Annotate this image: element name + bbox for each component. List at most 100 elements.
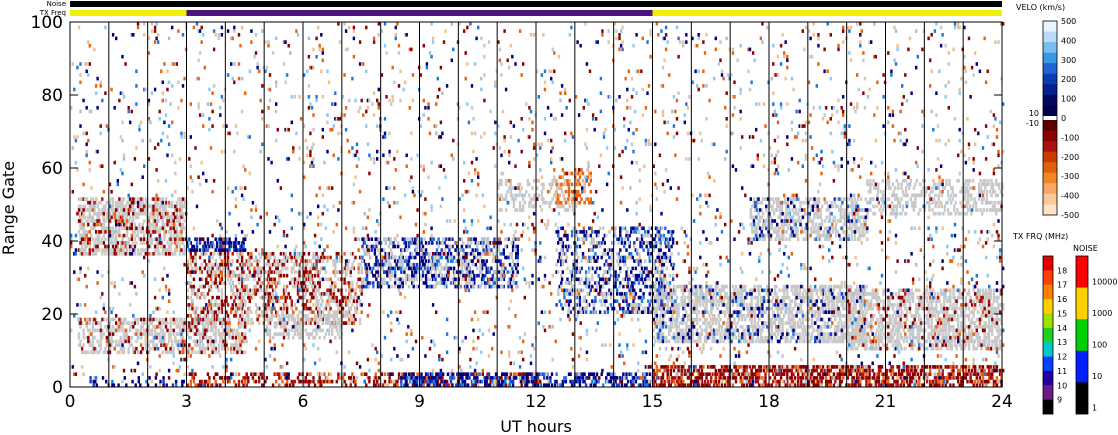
data-cell (351, 252, 354, 256)
data-cell (409, 266, 412, 271)
data-cell (784, 335, 787, 340)
data-cell (617, 273, 620, 278)
data-cell (630, 310, 633, 314)
data-cell (537, 193, 540, 198)
data-cell (702, 292, 705, 296)
data-cell (560, 204, 564, 209)
data-cell (731, 284, 735, 289)
data-cell (606, 248, 610, 252)
data-cell (282, 303, 286, 307)
data-cell (94, 237, 98, 241)
data-cell (588, 259, 591, 263)
data-cell (158, 335, 161, 340)
data-cell (178, 222, 182, 227)
data-cell (93, 219, 96, 223)
data-cell (362, 284, 366, 289)
data-cell (671, 241, 675, 245)
data-cell (790, 314, 794, 318)
data-cell (166, 211, 169, 216)
data-cell (734, 325, 738, 329)
data-cell (700, 310, 704, 314)
data-cell (298, 325, 301, 329)
data-cell (801, 292, 804, 296)
data-cell (175, 332, 178, 336)
data-cell (725, 284, 728, 289)
data-cell (195, 292, 199, 296)
data-cell (354, 255, 357, 260)
data-cell (700, 295, 704, 300)
data-cell (152, 215, 155, 220)
data-cell (545, 200, 548, 205)
data-cell (174, 252, 177, 256)
data-cell (104, 208, 107, 212)
data-cell (312, 295, 315, 300)
data-cell (189, 241, 192, 245)
data-cell (167, 244, 171, 249)
data-cell (602, 226, 605, 231)
data-cell (490, 277, 493, 282)
data-cell (304, 314, 307, 318)
data-cell (572, 226, 575, 231)
data-cell (657, 281, 661, 285)
data-cell (180, 233, 183, 238)
data-cell (166, 321, 169, 325)
data-cell (200, 284, 203, 289)
data-cell (256, 281, 259, 285)
data-cell (581, 171, 585, 176)
data-cell (528, 204, 531, 209)
data-cell (654, 241, 658, 245)
data-cell (711, 332, 714, 336)
data-cell (177, 332, 180, 336)
data-cell (191, 292, 194, 296)
data-cell (132, 241, 135, 245)
data-cell (671, 266, 675, 271)
data-cell (465, 259, 468, 263)
data-cell (404, 241, 408, 245)
data-cell (258, 252, 261, 256)
data-cell (578, 244, 582, 249)
data-cell (153, 215, 157, 220)
data-cell (282, 255, 286, 260)
data-cell (516, 259, 519, 263)
data-cell (412, 262, 415, 267)
data-cell (296, 321, 300, 325)
data-cell (714, 295, 717, 300)
data-cell (493, 277, 496, 282)
data-cell (528, 193, 531, 198)
data-cell (426, 252, 429, 256)
data-cell (716, 317, 719, 322)
data-cell (284, 252, 287, 256)
data-cell (181, 346, 185, 351)
data-cell (398, 259, 401, 263)
data-cell (289, 295, 292, 300)
data-cell (675, 306, 679, 311)
data-cell (181, 335, 185, 340)
data-cell (564, 292, 568, 296)
data-cell (631, 288, 634, 293)
data-cell (172, 226, 175, 231)
data-cell (132, 204, 135, 209)
data-cell (296, 281, 300, 285)
data-cell (625, 270, 628, 274)
data-cell (303, 321, 306, 325)
data-cell (764, 310, 767, 314)
data-cell (172, 317, 175, 322)
data-cell (178, 237, 182, 241)
data-cell (211, 317, 214, 322)
data-cell (273, 325, 276, 329)
data-cell (361, 255, 364, 260)
data-cell (540, 189, 544, 194)
data-cell (725, 325, 728, 329)
data-cell (181, 197, 185, 201)
data-cell (378, 241, 381, 245)
data-cell (225, 295, 228, 300)
data-cell (222, 281, 225, 285)
data-cell (332, 270, 335, 274)
data-cell (722, 284, 725, 289)
data-cell (321, 328, 324, 333)
data-cell (149, 317, 152, 322)
data-cell (226, 255, 230, 260)
data-cell (310, 266, 314, 271)
data-cell (751, 335, 755, 340)
data-cell (279, 252, 283, 256)
